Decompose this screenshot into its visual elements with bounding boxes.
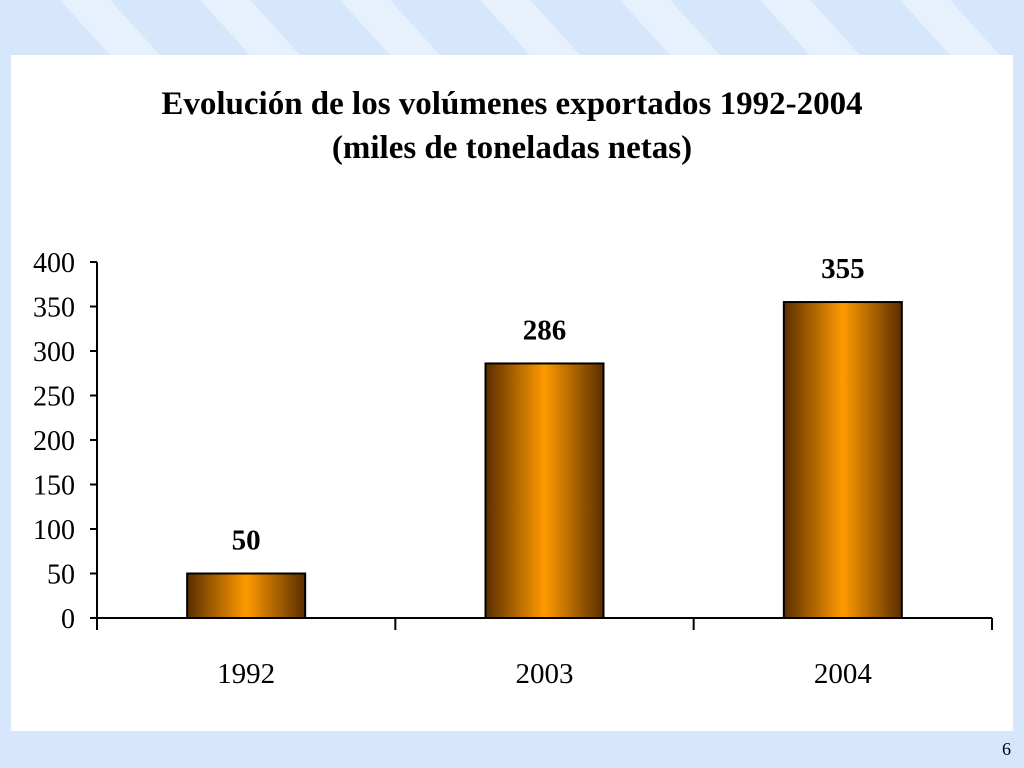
y-tick-label: 150 <box>33 471 75 502</box>
y-tick-label: 350 <box>33 293 75 324</box>
bar-2004 <box>782 301 903 619</box>
y-tick-label: 50 <box>47 560 75 591</box>
data-label-2003: 286 <box>523 314 567 346</box>
data-label-2004: 355 <box>821 253 865 285</box>
bar-1992 <box>186 572 307 619</box>
x-tick-label-1992: 1992 <box>217 658 275 690</box>
chart-title-block: Evolución de los volúmenes exportados 19… <box>11 82 1013 170</box>
chart-title: Evolución de los volúmenes exportados 19… <box>161 86 863 122</box>
y-tick-label: 100 <box>33 515 75 546</box>
y-tick-label: 400 <box>33 248 75 279</box>
chart-subtitle: (miles de toneladas netas) <box>331 130 693 166</box>
y-tick-label: 0 <box>61 604 75 635</box>
y-axis: 0 50 100 150 200 250 300 350 400 <box>33 248 98 635</box>
bars <box>186 301 903 619</box>
data-label-1992: 50 <box>232 525 261 557</box>
x-tick-label-2003: 2003 <box>516 658 574 690</box>
x-axis: 1992 2003 2004 <box>96 617 993 690</box>
bar-2003 <box>484 362 605 619</box>
y-tick-label: 300 <box>33 337 75 368</box>
y-tick-label: 200 <box>33 426 75 457</box>
y-tick-label: 250 <box>33 382 75 413</box>
page-number: 6 <box>1002 739 1011 759</box>
data-labels: 50 286 355 <box>232 253 865 556</box>
x-tick-label-2004: 2004 <box>814 658 873 690</box>
